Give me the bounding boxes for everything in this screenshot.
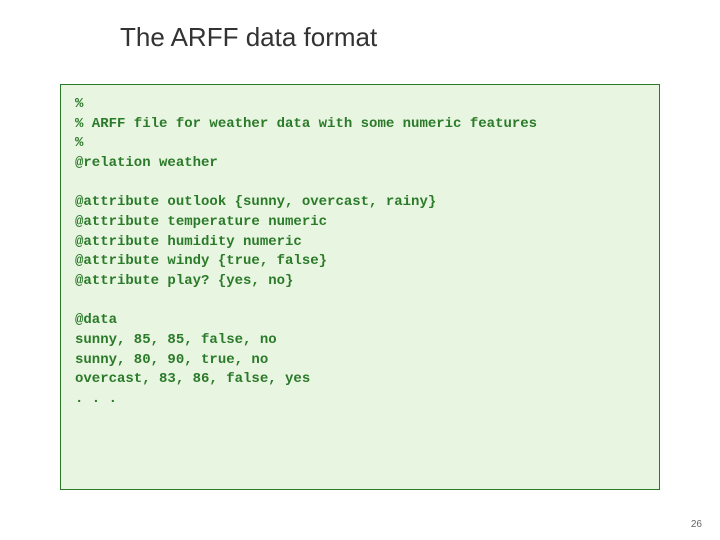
code-line: sunny, 80, 90, true, no: [75, 351, 645, 371]
code-line: . . .: [75, 390, 645, 410]
code-line: sunny, 85, 85, false, no: [75, 331, 645, 351]
code-line: @relation weather: [75, 154, 645, 174]
code-line: @attribute play? {yes, no}: [75, 272, 645, 292]
code-line: @attribute humidity numeric: [75, 233, 645, 253]
code-spacer: [75, 291, 645, 311]
code-line: @data: [75, 311, 645, 331]
slide-title: The ARFF data format: [120, 22, 377, 53]
code-box: % % ARFF file for weather data with some…: [60, 84, 660, 490]
code-line: @attribute windy {true, false}: [75, 252, 645, 272]
code-line: @attribute temperature numeric: [75, 213, 645, 233]
code-spacer: [75, 173, 645, 193]
code-line: % ARFF file for weather data with some n…: [75, 115, 645, 135]
code-line: overcast, 83, 86, false, yes: [75, 370, 645, 390]
code-line: @attribute outlook {sunny, overcast, rai…: [75, 193, 645, 213]
page-number: 26: [691, 519, 702, 530]
code-line: %: [75, 95, 645, 115]
code-line: %: [75, 134, 645, 154]
